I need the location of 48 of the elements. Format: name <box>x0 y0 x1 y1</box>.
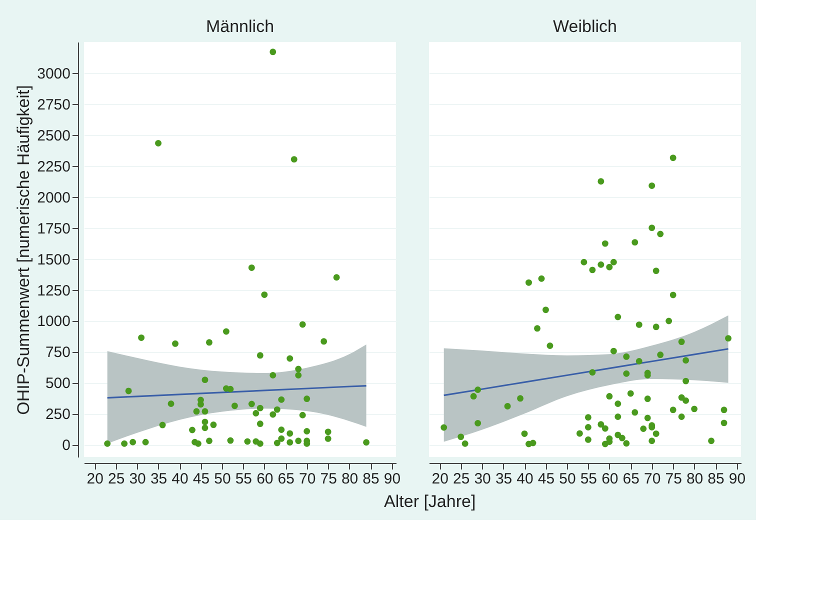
x-tick-label: 35 <box>495 470 512 488</box>
line-series <box>106 384 368 399</box>
chart-title: Weiblich <box>553 17 617 36</box>
y-tick-label: 2250 <box>37 158 70 176</box>
x-tick-label: 45 <box>192 470 210 488</box>
x-tick-label: 30 <box>129 470 146 488</box>
y-tick-label: 500 <box>45 375 70 392</box>
x-tick-label: 75 <box>665 470 682 488</box>
x-tick-label: 20 <box>86 470 104 488</box>
x-tick-label: 80 <box>686 470 704 488</box>
x-tick-label: 40 <box>516 470 534 488</box>
x-tick-label: 55 <box>580 470 598 488</box>
x-tick-label: 85 <box>362 470 380 488</box>
x-tick-label: 75 <box>320 470 337 488</box>
x-tick-label: 90 <box>384 470 401 488</box>
x-tick-label: 70 <box>644 470 661 488</box>
y-axis-title: OHIP-Summenwert [numerische Häufigkeit] <box>14 85 34 415</box>
y-tick-label: 2500 <box>37 127 70 144</box>
x-tick-label: 65 <box>622 470 640 488</box>
x-tick-label: 25 <box>452 470 470 488</box>
x-tick-label: 80 <box>341 470 358 488</box>
x-tick-label: 20 <box>432 470 448 488</box>
x-tick-label: 60 <box>602 470 618 488</box>
x-tick-label: 50 <box>214 470 231 488</box>
y-tick-label: 0 <box>62 437 70 454</box>
x-tick-label: 70 <box>299 470 316 488</box>
x-axis-title: Alter [Jahre] <box>384 492 476 511</box>
x-tick-label: 35 <box>150 470 168 488</box>
x-tick-label: 25 <box>108 470 125 488</box>
y-tick-label: 750 <box>45 344 70 362</box>
x-tick-label: 55 <box>235 470 252 488</box>
y-tick-label: 250 <box>45 406 70 424</box>
y-tick-label: 1750 <box>37 220 70 238</box>
x-tick-label: 40 <box>172 470 188 488</box>
y-tick-label: 1500 <box>37 251 70 268</box>
x-tick-label: 85 <box>708 470 724 488</box>
x-tick-label: 30 <box>474 470 491 488</box>
x-tick-label: 45 <box>538 470 555 488</box>
y-tick-label: 3000 <box>37 65 70 82</box>
x-tick-label: 50 <box>559 470 576 488</box>
x-tick-label: 90 <box>728 470 746 488</box>
x-tick-label: 60 <box>256 470 274 488</box>
chart-title: Männlich <box>206 17 274 36</box>
y-tick-label: 1250 <box>37 282 70 300</box>
y-tick-label: 2750 <box>37 96 70 114</box>
y-tick-label: 2000 <box>37 189 70 206</box>
y-tick-label: 1000 <box>37 313 70 330</box>
x-tick-label: 65 <box>278 470 294 488</box>
